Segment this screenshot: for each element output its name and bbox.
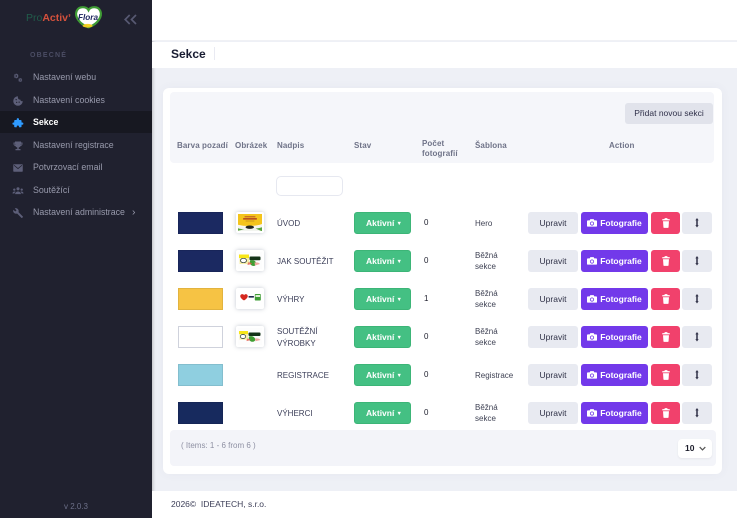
svg-text:Flora: Flora <box>78 13 98 22</box>
